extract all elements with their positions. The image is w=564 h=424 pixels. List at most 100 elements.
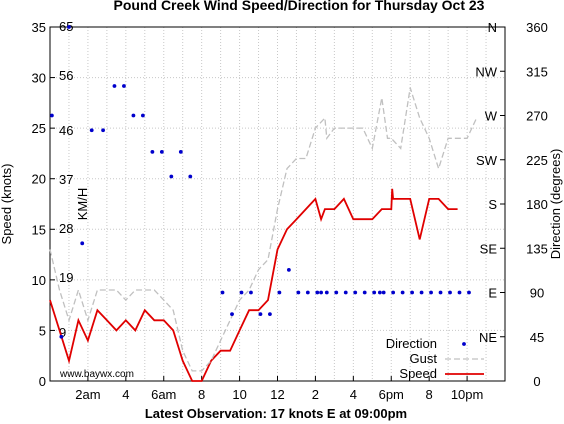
- direction-point: [372, 290, 377, 295]
- gust-line: [49, 87, 478, 372]
- axis-ticks: 0510152025303591928374656650459013518022…: [32, 19, 548, 402]
- direction-point: [89, 128, 94, 133]
- y-kmh-tick-label: 46: [59, 123, 73, 138]
- x-tick-label: 8: [426, 387, 433, 402]
- y-right-tick-label: 0: [533, 374, 540, 389]
- y-kmh-tick-label: 19: [59, 270, 73, 285]
- y-right-tick-label: 225: [526, 153, 548, 168]
- direction-point: [188, 174, 193, 179]
- grid: [50, 27, 505, 381]
- direction-point: [448, 290, 452, 295]
- direction-point: [220, 290, 225, 295]
- y-kmh-tick-label: 56: [59, 68, 73, 83]
- direction-point: [467, 290, 471, 295]
- x-tick-label: 6am: [151, 387, 176, 402]
- direction-point: [80, 241, 85, 246]
- direction-point: [400, 290, 405, 295]
- direction-point: [315, 290, 320, 295]
- direction-point: [101, 128, 105, 133]
- direction-point: [67, 25, 71, 29]
- y-right-label: Direction (degrees): [548, 149, 563, 260]
- y-right-tick-label: 135: [526, 241, 548, 256]
- y-left-tick-label: 20: [32, 172, 46, 187]
- compass-label: SW: [476, 153, 498, 168]
- compass-label: NW: [475, 64, 497, 79]
- compass-label: NE: [479, 330, 497, 345]
- x-tick-label: 4: [122, 387, 129, 402]
- y-kmh-label: KM/H: [75, 188, 90, 221]
- direction-point: [112, 84, 117, 88]
- direction-point: [239, 290, 244, 295]
- x-tick-label: 10: [232, 387, 246, 402]
- direction-point: [429, 290, 433, 295]
- direction-point: [391, 290, 396, 295]
- x-tick-label: 4: [350, 387, 357, 402]
- direction-point: [305, 290, 310, 295]
- direction-point: [362, 290, 367, 295]
- legend-label: Gust: [410, 351, 438, 366]
- x-tick-label: 8: [198, 387, 205, 402]
- legend-label: Direction: [386, 336, 437, 351]
- y-kmh-tick-label: 9: [59, 325, 66, 340]
- direction-point: [319, 290, 324, 295]
- x-tick-label: 10pm: [451, 387, 484, 402]
- y-right-tick-label: 45: [530, 330, 544, 345]
- direction-point: [334, 290, 339, 295]
- direction-point: [457, 290, 462, 295]
- compass-label: E: [488, 286, 497, 301]
- direction-point: [122, 84, 126, 88]
- y-right-tick-label: 270: [526, 109, 548, 124]
- direction-point: [230, 312, 234, 317]
- compass-label: S: [488, 197, 497, 212]
- x-tick-label: 2: [312, 387, 319, 402]
- y-right-tick-label: 180: [526, 197, 548, 212]
- y-left-tick-label: 0: [39, 374, 46, 389]
- direction-point: [277, 290, 282, 295]
- y-left-tick-label: 25: [32, 121, 46, 136]
- y-left-tick-label: 35: [32, 20, 46, 35]
- direction-point: [49, 113, 54, 118]
- direction-point: [377, 290, 382, 295]
- direction-point: [296, 290, 301, 295]
- chart-title: Pound Creek Wind Speed/Direction for Thu…: [114, 0, 485, 13]
- direction-point: [178, 149, 183, 154]
- direction-point: [410, 290, 415, 295]
- compass-label: N: [488, 20, 497, 35]
- series-layer: [49, 25, 478, 382]
- direction-point: [159, 149, 164, 154]
- direction-point: [324, 290, 329, 295]
- legend-label: Speed: [399, 366, 437, 381]
- direction-point: [343, 290, 348, 295]
- y-left-tick-label: 15: [32, 222, 46, 237]
- direction-point: [286, 267, 291, 272]
- direction-point: [59, 334, 64, 339]
- y-left-label: Speed (knots): [0, 164, 14, 245]
- speed-line: [49, 188, 458, 382]
- legend-swatch-direction: [462, 342, 466, 346]
- compass-label: W: [485, 109, 498, 124]
- direction-point: [140, 113, 145, 118]
- y-left-tick-label: 5: [39, 323, 46, 338]
- direction-point: [169, 174, 174, 179]
- y-left-tick-label: 10: [32, 273, 46, 288]
- watermark: www.baywx.com: [59, 369, 134, 380]
- y-right-tick-label: 360: [526, 20, 548, 35]
- direction-point: [258, 312, 263, 317]
- y-kmh-tick-label: 37: [59, 172, 73, 187]
- y-left-tick-label: 30: [32, 71, 46, 86]
- direction-point: [381, 290, 386, 295]
- direction-point: [419, 290, 424, 295]
- y-right-tick-label: 90: [530, 286, 544, 301]
- y-kmh-tick-label: 28: [59, 221, 73, 236]
- x-tick-label: 2am: [75, 387, 100, 402]
- x-tick-label: 6pm: [379, 387, 404, 402]
- direction-point: [131, 113, 136, 118]
- direction-point: [150, 149, 155, 154]
- compass-label: SE: [480, 241, 498, 256]
- y-right-tick-label: 315: [526, 64, 548, 79]
- x-tick-label: 12: [270, 387, 284, 402]
- direction-point: [249, 290, 253, 295]
